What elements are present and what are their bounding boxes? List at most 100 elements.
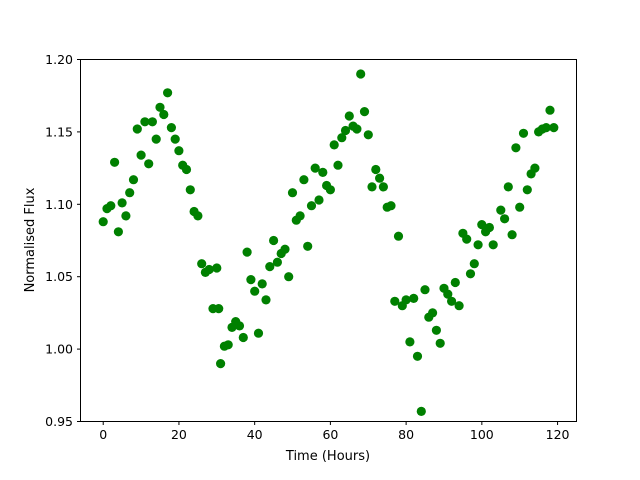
data-point — [363, 130, 373, 140]
data-point — [299, 175, 309, 185]
data-point — [477, 220, 487, 230]
data-point — [280, 244, 290, 254]
data-point — [185, 185, 195, 195]
data-point — [212, 263, 222, 273]
data-point — [500, 214, 510, 224]
data-point — [98, 217, 108, 227]
data-point — [488, 240, 498, 250]
data-point — [303, 241, 313, 251]
data-point — [420, 285, 430, 295]
data-point — [325, 185, 335, 195]
data-point — [269, 235, 279, 246]
data-point — [113, 227, 123, 237]
data-point — [496, 205, 506, 215]
data-point — [356, 69, 366, 79]
data-point — [272, 257, 282, 267]
data-point — [121, 211, 131, 221]
x-tick-label: 60 — [322, 427, 338, 442]
data-point — [234, 321, 245, 331]
data-point — [367, 182, 377, 192]
data-point — [193, 211, 203, 221]
data-point — [337, 133, 347, 143]
data-point — [181, 164, 192, 175]
data-point — [431, 325, 441, 335]
data-point — [511, 143, 521, 153]
data-point — [140, 117, 150, 127]
data-point — [443, 289, 453, 299]
data-point — [518, 128, 529, 138]
data-point — [223, 340, 233, 350]
data-point — [163, 88, 173, 98]
data-point — [428, 308, 438, 318]
data-point — [132, 124, 142, 134]
data-point — [310, 163, 320, 173]
data-point — [375, 173, 385, 183]
data-point — [473, 240, 483, 250]
data-point — [106, 201, 116, 211]
data-point — [128, 175, 139, 185]
data-point — [549, 123, 559, 133]
data-point — [261, 295, 271, 305]
data-point — [117, 198, 127, 208]
data-point — [314, 195, 324, 205]
data-point — [242, 247, 252, 257]
data-point — [136, 150, 146, 160]
data-point — [378, 182, 388, 192]
data-point — [287, 188, 298, 198]
data-point — [386, 201, 396, 211]
data-point — [246, 275, 256, 285]
data-point — [174, 146, 184, 156]
data-point — [159, 109, 169, 120]
y-tick-label: 1.20 — [45, 52, 73, 67]
data-point — [340, 125, 351, 136]
y-tick-label: 1.00 — [45, 342, 73, 357]
data-point — [393, 231, 404, 241]
x-tick-label: 100 — [470, 427, 494, 442]
data-point — [450, 277, 460, 288]
data-point — [151, 134, 161, 144]
data-point — [416, 406, 426, 416]
x-tick-label: 80 — [398, 427, 414, 442]
x-tick-label: 120 — [546, 427, 570, 442]
data-point — [515, 202, 525, 212]
data-point — [405, 337, 415, 347]
data-point — [333, 160, 343, 170]
x-axis-title: Time (Hours) — [285, 449, 371, 464]
data-point — [166, 123, 176, 133]
data-point — [306, 201, 317, 211]
data-point — [125, 188, 135, 198]
data-point — [170, 134, 180, 144]
data-point — [216, 359, 226, 369]
x-tick-label: 40 — [247, 427, 263, 442]
data-point — [469, 259, 479, 269]
data-point — [409, 293, 419, 303]
y-tick-label: 0.95 — [45, 414, 73, 429]
data-point — [465, 269, 476, 279]
data-point — [454, 301, 464, 311]
data-point — [284, 272, 294, 282]
data-point — [110, 157, 120, 167]
data-point — [390, 296, 400, 306]
data-point — [412, 351, 423, 361]
data-point — [147, 117, 157, 127]
data-point — [503, 182, 513, 192]
y-tick-label: 1.05 — [45, 269, 73, 284]
data-point — [435, 338, 445, 348]
y-axis-title: Normalised Flux — [23, 187, 38, 293]
data-point — [507, 230, 517, 240]
data-point — [318, 167, 328, 177]
data-point — [214, 304, 224, 314]
data-point — [462, 234, 472, 244]
data-point — [144, 159, 154, 169]
data-point — [250, 286, 260, 296]
data-point — [352, 124, 362, 134]
data-point — [522, 185, 532, 195]
data-point — [253, 328, 264, 338]
data-point — [359, 107, 370, 117]
y-tick-label: 1.10 — [45, 197, 73, 212]
data-point — [530, 163, 540, 173]
data-point — [155, 102, 165, 112]
data-point — [257, 279, 267, 289]
